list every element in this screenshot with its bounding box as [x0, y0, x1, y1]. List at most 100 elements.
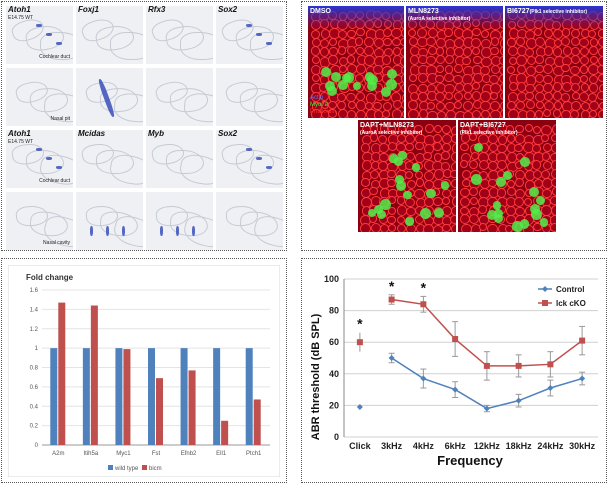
fluor-title: DAPT+BI6727	[460, 122, 506, 129]
cell-outline	[490, 37, 500, 46]
cell-outline	[550, 196, 556, 206]
hair-cell	[381, 86, 392, 97]
data-point-ckO	[388, 296, 395, 303]
hair-cell	[367, 80, 378, 91]
cell-outline	[383, 37, 392, 47]
cell-outline	[417, 73, 428, 84]
fluor-image-mln8273: MLN8273 (AuroA selective inhibitor)	[406, 6, 503, 118]
cell-outline	[382, 109, 391, 118]
cell-outline	[442, 143, 451, 152]
cell-outline	[598, 110, 603, 118]
cell-outline	[450, 151, 456, 162]
cell-outline	[478, 205, 488, 214]
ish-image: Nasal cavity	[6, 192, 73, 250]
cell-outline	[453, 91, 463, 101]
cell-outline	[506, 214, 516, 224]
data-point-control	[483, 405, 490, 412]
data-point-control	[547, 385, 554, 392]
cell-outline	[391, 28, 402, 39]
cell-outline	[436, 47, 445, 56]
ish-image: Myb	[146, 130, 213, 188]
y-tick-label: 0.8	[30, 366, 39, 372]
cell-outline	[541, 133, 550, 142]
tissue-label: Nasal cavity	[43, 240, 70, 246]
x-tick-label: 12kHz	[474, 441, 501, 451]
cell-outline	[552, 109, 562, 118]
cell-outline	[426, 101, 436, 111]
fluor-subtitle: (Plk1 selective inhibitor)	[529, 9, 588, 15]
cell-outline	[588, 83, 599, 93]
hair-cell	[376, 209, 387, 219]
cell-outline	[471, 82, 480, 91]
cell-outline	[396, 224, 406, 232]
cell-outline	[379, 124, 389, 133]
y-tick-label: 80	[329, 306, 339, 316]
x-tick-label: Click	[349, 441, 372, 451]
cell-outline	[388, 124, 397, 133]
gene-label: Sox2	[218, 6, 238, 14]
hair-cell	[373, 204, 384, 215]
bar-wild-type	[180, 348, 188, 445]
bar-bicm	[58, 302, 66, 445]
hair-cell	[520, 219, 530, 229]
cell-outline	[337, 46, 347, 55]
cell-outline	[597, 65, 603, 75]
tissue-label: Cochlear duct	[39, 178, 70, 184]
bar-bicm	[156, 378, 163, 445]
legend-actin: Actin	[310, 95, 324, 101]
bar-wild-type	[50, 348, 58, 445]
ish-image	[216, 192, 283, 250]
abr-threshold-line-chart: ABR threshold (dB SPL) Frequency 0 20 40 60…	[310, 274, 598, 468]
cell-outline	[329, 38, 338, 47]
cell-outline	[579, 37, 589, 48]
cell-outline	[408, 73, 417, 82]
hair-cell	[394, 157, 403, 166]
hair-cell	[380, 199, 392, 210]
cell-outline	[532, 143, 541, 153]
cell-outline	[364, 55, 375, 66]
cell-outline	[462, 56, 472, 66]
cell-outline	[496, 160, 507, 170]
cell-outline	[347, 55, 356, 64]
hair-cell	[337, 80, 348, 91]
cell-outline	[436, 110, 447, 118]
hair-cell	[353, 82, 362, 91]
cell-outline	[355, 110, 366, 118]
cell-outline	[401, 82, 404, 94]
ish-image	[76, 192, 143, 250]
cell-outline	[435, 64, 445, 74]
ish-image: Atoh1 E14.75 WT Cochlear duct	[6, 130, 73, 188]
fluor-subtitle: (AuroA selective inhibitor)	[408, 16, 471, 22]
y-tick-label: 1.4	[30, 307, 39, 313]
hair-cell	[368, 209, 377, 218]
cell-outline	[543, 91, 554, 102]
hair-cell	[405, 217, 415, 227]
cell-outline	[588, 100, 599, 111]
data-point-ckO	[515, 362, 522, 369]
cell-outline	[319, 46, 330, 57]
cell-outline	[570, 82, 580, 92]
cell-outline	[435, 92, 446, 102]
cell-outline	[523, 197, 533, 207]
cell-outline	[454, 100, 463, 109]
cell-outline	[516, 100, 526, 110]
cell-outline	[320, 92, 329, 101]
hair-cell	[386, 79, 397, 90]
cell-outline	[469, 187, 479, 196]
bar-wild-type	[82, 348, 90, 445]
hair-cell	[536, 195, 546, 206]
hair-cell	[539, 218, 549, 228]
cell-outline	[347, 100, 357, 110]
hair-cell	[493, 213, 504, 224]
legend-swatch	[142, 465, 147, 470]
cell-outline	[534, 110, 544, 118]
cell-outline	[356, 46, 365, 56]
fluor-subtitle: (AuroA selective inhibitor)	[360, 130, 423, 136]
ish-image: Atoh1 E14.75 WT Cochlear duct	[6, 6, 73, 64]
y-tick-label: 1	[35, 346, 39, 352]
x-tick-label: Fst	[152, 451, 161, 457]
cell-outline	[480, 110, 490, 118]
data-point-control	[420, 375, 427, 382]
y-tick-label: 1.2	[30, 327, 39, 333]
cell-outline	[589, 56, 598, 65]
